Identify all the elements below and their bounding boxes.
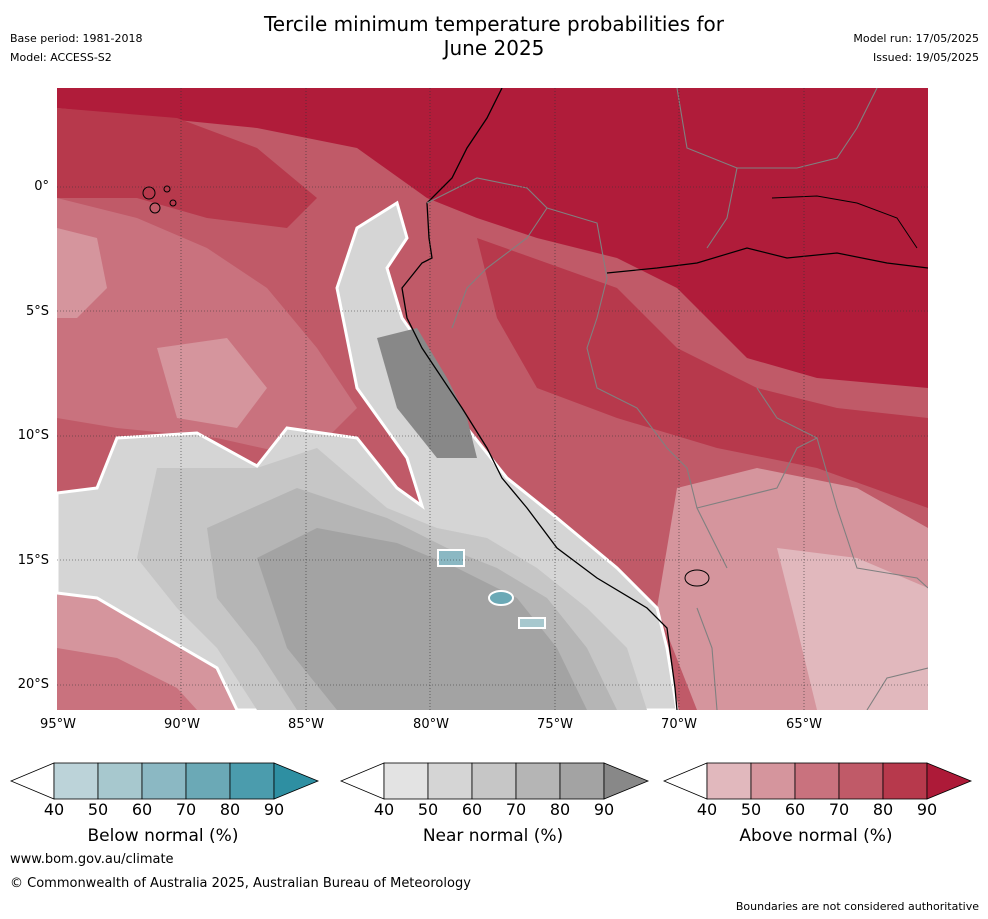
colorbar-tick-label: 50 [417, 800, 439, 819]
above-80-region-andes [477, 238, 928, 508]
near-80-region [257, 528, 587, 710]
colorbar-title: Below normal (%) [87, 826, 239, 846]
colorbar-segment [838, 762, 884, 800]
base-period-text: Base period: 1981-2018 [10, 32, 143, 45]
galapagos-island-1 [142, 186, 156, 200]
colorbar-tick-label: 80 [549, 800, 571, 819]
colorbar-tick-label: 40 [373, 800, 395, 819]
galapagos-island-4 [169, 199, 177, 207]
colorbar-segment [471, 762, 517, 800]
colorbar-segment [882, 762, 928, 800]
lon-label-95w: 95°W [40, 717, 76, 732]
above-60-patch-2 [157, 338, 267, 428]
title-line-2: June 2025 [443, 36, 545, 60]
model-text: Model: ACCESS-S2 [10, 51, 112, 64]
lon-label-70w: 70°W [661, 717, 697, 732]
colorbar-1 [340, 762, 650, 800]
colorbar-max-triangle [603, 762, 650, 800]
lat-label-20s: 20°S [17, 677, 49, 692]
colorbar-tick-label: 70 [505, 800, 527, 819]
colorbar-title: Above normal (%) [739, 826, 893, 846]
lat-label-15s: 15°S [17, 553, 49, 568]
colorbar-segment [559, 762, 605, 800]
colorbar-segment [229, 762, 275, 800]
colorbar-segment [706, 762, 752, 800]
lat-label-0: 0° [34, 179, 49, 194]
below-normal-patch-1 [437, 549, 465, 567]
below-normal-patch-2 [488, 590, 514, 606]
colorbar-segment [427, 762, 473, 800]
country-borders [426, 88, 928, 710]
issued-text: Issued: 19/05/2025 [872, 51, 979, 64]
colorbar-tick-label: 80 [872, 800, 894, 819]
colorbar-tick-label: 60 [784, 800, 806, 819]
colorbar-segment [750, 762, 796, 800]
colorbar-tick-label: 70 [175, 800, 197, 819]
gridlines [57, 88, 928, 710]
galapagos-island-3 [163, 185, 171, 193]
colorbar-segment [794, 762, 840, 800]
above-80-region-west [57, 108, 317, 228]
probability-map [57, 88, 928, 710]
colorbar-tick-label: 90 [916, 800, 938, 819]
lake-titicaca [684, 569, 710, 587]
colorbar-tick-label: 50 [87, 800, 109, 819]
galapagos-island-2 [149, 202, 161, 214]
colorbar-min-triangle [340, 762, 385, 800]
colorbar-min-triangle [10, 762, 55, 800]
colorbar-max-triangle [926, 762, 973, 800]
colorbar-tick-label: 40 [43, 800, 65, 819]
below-normal-patch-3 [518, 617, 546, 629]
colorbar-segment [97, 762, 143, 800]
lon-label-65w: 65°W [786, 717, 822, 732]
colorbar-tick-label: 40 [696, 800, 718, 819]
coastline [401, 88, 678, 710]
chart-title: Tercile minimum temperature probabilitie… [0, 12, 988, 60]
colorbar-2 [663, 762, 973, 800]
colorbar-segment [515, 762, 561, 800]
title-line-1: Tercile minimum temperature probabilitie… [263, 12, 725, 36]
above-90-region-north [57, 88, 928, 388]
colorbar-tick-label: 60 [131, 800, 153, 819]
colorbar-segment [53, 762, 99, 800]
near-90-region [377, 328, 477, 458]
above-70-region-southwest [57, 648, 197, 710]
river-north [771, 195, 918, 249]
colorbar-tick-label: 50 [740, 800, 762, 819]
copyright-text: © Commonwealth of Australia 2025, Austra… [10, 876, 471, 891]
colorbar-min-triangle [663, 762, 708, 800]
colorbar-max-triangle [273, 762, 320, 800]
colorbar-tick-label: 90 [593, 800, 615, 819]
amazon-river [606, 247, 928, 274]
model-run-text: Model run: 17/05/2025 [853, 32, 979, 45]
above-50-region-southeast [777, 548, 928, 710]
colorbar-tick-label: 70 [828, 800, 850, 819]
colorbar-tick-label: 60 [461, 800, 483, 819]
colorbar-segment [141, 762, 187, 800]
lon-label-75w: 75°W [537, 717, 573, 732]
above-60-patch [57, 228, 107, 318]
lat-label-10s: 10°S [17, 428, 49, 443]
lon-label-80w: 80°W [413, 717, 449, 732]
website-text: www.bom.gov.au/climate [10, 852, 174, 867]
colorbar-tick-label: 80 [219, 800, 241, 819]
colorbar-segment [185, 762, 231, 800]
colorbar-title: Near normal (%) [422, 826, 564, 846]
lon-label-85w: 85°W [288, 717, 324, 732]
colorbar-segment [383, 762, 429, 800]
colorbar-tick-label: 90 [263, 800, 285, 819]
colorbar-0 [10, 762, 320, 800]
above-70-region-west [57, 198, 357, 458]
lat-label-5s: 5°S [25, 304, 49, 319]
disclaimer-text: Boundaries are not considered authoritat… [735, 900, 979, 913]
lon-label-90w: 90°W [164, 717, 200, 732]
